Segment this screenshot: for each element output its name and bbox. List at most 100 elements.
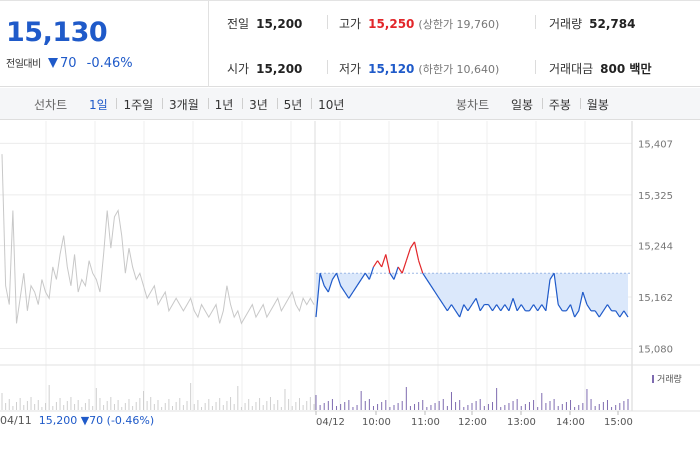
tab-1y[interactable]: 1년 (207, 96, 240, 113)
today-line-segment (315, 273, 321, 318)
today-line-segment (586, 304, 592, 312)
today-line-segment (340, 285, 346, 293)
line-chart-title: 선차트 (34, 98, 68, 112)
today-line-segment (606, 304, 613, 312)
price-chart[interactable]: 15,407 15,325 15,244 15,162 15,080 04/12 10:00… (0, 121, 700, 450)
divider (327, 15, 328, 29)
current-price: 15,130 (6, 17, 108, 48)
today-line-segment (323, 285, 329, 293)
today-line-segment (471, 297, 477, 305)
today-line-segment (582, 291, 588, 305)
footer-info: 04/11 15,200 ▼70 (-0.46%) (0, 414, 154, 427)
stat-prev-close: 전일 15,200 (227, 15, 302, 32)
volume-legend-label: 거래량 (657, 375, 682, 385)
stat-value: 800 백만 (600, 62, 652, 76)
today-line-segment (331, 272, 338, 280)
today-line-segment (492, 304, 498, 312)
stat-label: 시가 (227, 62, 250, 76)
stat-label: 고가 (339, 17, 362, 31)
today-line-segment (615, 310, 621, 318)
today-line-segment (549, 272, 555, 280)
today-line-segment (541, 304, 547, 312)
x-tick-label: 04/12 (316, 417, 345, 428)
y-tick-label: 15,080 (638, 344, 673, 355)
today-line-segment (377, 260, 383, 268)
volume-legend: 거래량 (652, 372, 682, 385)
stat-value: 15,250 (368, 17, 415, 31)
today-line-segment (430, 285, 436, 293)
stat-sub: (상한가 19,760) (418, 18, 500, 31)
today-line-segment (327, 279, 333, 293)
tab-5y[interactable]: 5년 (276, 96, 309, 113)
today-line-segment (516, 304, 522, 312)
today-line-segment (594, 310, 600, 318)
today-line-segment (426, 279, 432, 287)
today-line-segment (463, 304, 469, 312)
today-line-segment (368, 266, 375, 280)
stat-label: 거래량 (549, 17, 583, 31)
tab-weekly[interactable]: 주봉 (541, 96, 577, 113)
stat-value: 15,200 (256, 17, 303, 31)
tab-3m[interactable]: 3개월 (162, 96, 205, 113)
change-row: 전일대비 70 -0.46% (6, 55, 133, 71)
today-line-segment (438, 297, 444, 305)
candle-chart-title: 봉차트 (456, 98, 490, 112)
today-line-segment (528, 304, 535, 312)
stat-low: 저가 15,120 (하한가 10,640) (339, 60, 499, 77)
footer-change: 70 (89, 414, 104, 427)
today-line-segment (508, 298, 514, 312)
tab-daily[interactable]: 일봉 (510, 98, 534, 112)
today-line-segment (356, 279, 362, 287)
today-line-segment (602, 304, 608, 312)
today-line-segment (381, 254, 387, 268)
today-line-segment (504, 304, 510, 312)
period-tab-bar: 선차트 1일 1주일 3개월 1년 3년 5년 10년 봉차트 일봉 주봉 월봉 (0, 88, 700, 120)
y-tick-label: 15,244 (638, 242, 673, 253)
today-line-segment (574, 310, 580, 318)
footer-date: 04/11 (0, 414, 32, 427)
today-line-segment (496, 304, 502, 312)
today-line-segment (598, 310, 604, 318)
footer-pct: (-0.46%) (106, 414, 155, 427)
stat-amount: 거래대금 800 백만 (549, 60, 651, 77)
tab-1w[interactable]: 1주일 (116, 96, 159, 113)
stat-open: 시가 15,200 (227, 60, 302, 77)
stat-value: 52,784 (589, 17, 636, 31)
stat-high: 고가 15,250 (상한가 19,760) (339, 15, 499, 32)
today-line-segment (623, 310, 629, 318)
today-line-segment (475, 298, 481, 312)
tab-10y[interactable]: 10년 (311, 96, 350, 113)
divider (535, 15, 536, 29)
change-value: 70 (59, 56, 77, 71)
y-tick-label: 15,162 (638, 293, 673, 304)
stat-label: 전일 (227, 17, 250, 31)
today-line-segment (389, 272, 395, 280)
today-line-segment (335, 273, 342, 286)
today-line-segment (467, 304, 473, 312)
tab-1d[interactable]: 1일 (88, 98, 108, 112)
stat-label: 거래대금 (549, 62, 594, 76)
divider (327, 60, 328, 74)
x-tick-label: 14:00 (556, 417, 585, 428)
y-tick-label: 15,407 (638, 139, 673, 150)
today-line-segment (565, 304, 572, 312)
today-line-segment (348, 291, 354, 299)
change-label: 전일대비 (6, 59, 41, 70)
prev-day-line (1, 154, 315, 325)
candle-chart-tabs: 봉차트 일봉 주봉 월봉 (456, 96, 615, 113)
quote-header: 15,130 전일대비 70 -0.46% 전일 15,200 고가 15,250(… (0, 0, 700, 87)
today-line-segment (405, 247, 411, 261)
today-line-segment (385, 254, 391, 274)
tab-monthly[interactable]: 월봉 (579, 96, 615, 113)
today-line-segment (500, 304, 506, 312)
stat-label: 저가 (339, 62, 362, 76)
today-line-segment (413, 241, 420, 261)
today-line-segment (512, 298, 518, 312)
today-line-segment (533, 304, 539, 312)
today-line-segment (418, 260, 424, 274)
footer-down-icon: ▼ (80, 414, 90, 427)
today-line-segment (537, 304, 543, 312)
tab-3y[interactable]: 3년 (242, 96, 274, 113)
today-line-segment (434, 291, 440, 299)
